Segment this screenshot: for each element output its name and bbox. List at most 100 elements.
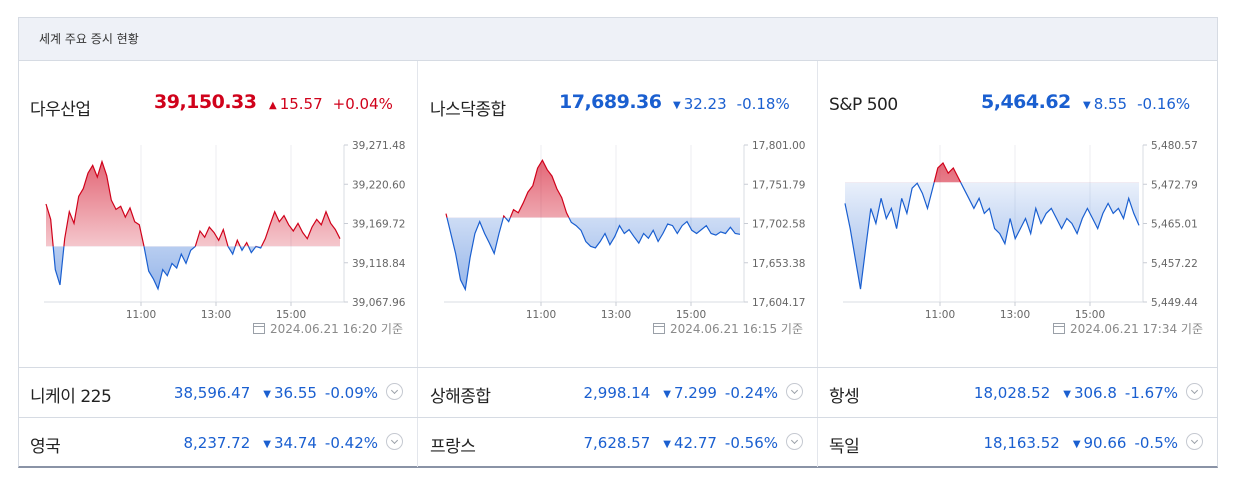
index-quote: 18,163.52 ▼ 90.66 -0.5%: [983, 433, 1203, 452]
market-cell-uk[interactable]: 영국 8,237.72 ▼ 34.74 -0.42%: [19, 418, 418, 467]
area-up: [446, 160, 569, 218]
index-name[interactable]: 니케이 225: [30, 387, 112, 407]
y-tick-label: 5,472.79: [1151, 179, 1198, 191]
x-tick-label: 13:00: [601, 309, 631, 321]
chevron-down-icon[interactable]: [1186, 383, 1203, 400]
index-name[interactable]: S&P 500: [829, 95, 898, 115]
world-markets-widget: 세계 주요 증시 현황 다우산업 39,150.33 ▲ 15.57 +0.04% …: [18, 17, 1218, 468]
market-cell-nikkei[interactable]: 니케이 225 38,596.47 ▼ 36.55 -0.09%: [19, 368, 418, 417]
index-quote: 7,628.57 ▼ 42.77 -0.56%: [583, 433, 803, 452]
market-panel-nasdaq[interactable]: 나스닥종합 17,689.36 ▼ 32.23 -0.18% 17,801.00 17…: [419, 61, 818, 367]
down-arrow-icon: ▼: [663, 389, 671, 400]
y-tick-label: 5,465.01: [1151, 219, 1198, 231]
y-tick-label: 17,702.58: [752, 219, 805, 231]
timestamp-text: 2024.06.21 17:34 기준: [1070, 322, 1203, 336]
series-line-up: [45, 159, 341, 247]
x-tick-label: 15:00: [1075, 309, 1105, 321]
change-percent: -1.67%: [1124, 384, 1178, 402]
series-line-down: [446, 217, 741, 292]
intraday-chart-nasdaq: 17,801.00 17,751.79 17,702.58 17,653.38 17,6…: [444, 140, 805, 321]
market-row: 영국 8,237.72 ▼ 34.74 -0.42% 프랑스 7,628.57 ▼ 42.…: [19, 417, 1217, 467]
calendar-icon: [653, 323, 665, 334]
index-value: 38,596.47: [173, 384, 251, 402]
change-percent: +0.04%: [332, 95, 393, 113]
calendar-icon: [253, 323, 265, 334]
index-quote: 38,596.47 ▼ 36.55 -0.09%: [174, 383, 403, 402]
x-tick-label: 15:00: [276, 309, 306, 321]
index-quote: 18,028.52 ▼ 306.8 -1.67%: [974, 383, 1203, 402]
y-tick-label: 39,067.96: [352, 297, 406, 309]
change-percent: -0.42%: [324, 434, 378, 452]
series-line-down: [52, 246, 263, 291]
index-value: 18,163.52: [983, 434, 1060, 452]
index-value: 39,150.33: [154, 91, 257, 113]
index-name[interactable]: 다우산업: [30, 100, 91, 120]
down-arrow-icon: ▼: [263, 389, 271, 400]
series-line-down: [844, 182, 1140, 290]
index-name[interactable]: 프랑스: [430, 437, 476, 457]
timestamp-text: 2024.06.21 16:15 기준: [670, 322, 803, 336]
chevron-down-icon[interactable]: [386, 383, 403, 400]
change-amount: 90.66: [1083, 434, 1127, 452]
x-tick-label: 11:00: [925, 309, 955, 321]
chevron-down-icon[interactable]: [786, 433, 803, 450]
index-name[interactable]: 항셍: [829, 387, 860, 407]
area-up: [46, 161, 340, 247]
index-name[interactable]: 나스닥종합: [430, 100, 506, 120]
change-amount: 42.77: [673, 434, 717, 452]
index-quote: 8,237.72 ▼ 34.74 -0.42%: [183, 433, 403, 452]
index-quote: 2,998.14 ▼ 7.299 -0.24%: [583, 383, 803, 402]
chevron-down-icon[interactable]: [386, 433, 403, 450]
index-value: 17,689.36: [559, 91, 662, 113]
market-cell-germany[interactable]: 독일 18,163.52 ▼ 90.66 -0.5%: [818, 418, 1217, 467]
change-amount: 7.299: [673, 384, 717, 402]
y-tick-label: 39,271.48: [352, 140, 405, 152]
down-arrow-icon: ▼: [673, 100, 681, 111]
intraday-chart-sp500: 5,480.57 5,472.79 5,465.01 5,457.22 5,449.44…: [843, 140, 1198, 321]
series-line-up: [917, 162, 962, 183]
calendar-icon: [1053, 323, 1065, 334]
y-tick-label: 17,653.38: [752, 258, 805, 270]
area-down: [446, 217, 740, 290]
index-name[interactable]: 영국: [30, 437, 61, 457]
market-cell-shanghai[interactable]: 상해종합 2,998.14 ▼ 7.299 -0.24%: [419, 368, 818, 417]
change-percent: -0.5%: [1134, 434, 1178, 452]
widget-header: 세계 주요 증시 현황: [19, 18, 1217, 61]
chevron-down-icon[interactable]: [786, 383, 803, 400]
x-tick-label: 13:00: [201, 309, 231, 321]
change-percent: -0.24%: [724, 384, 778, 402]
index-change: ▲ 15.57 +0.04%: [269, 95, 393, 113]
y-tick-label: 17,751.79: [752, 179, 805, 191]
up-arrow-icon: ▲: [269, 100, 277, 111]
change-percent: -0.56%: [724, 434, 778, 452]
index-name[interactable]: 독일: [829, 437, 860, 457]
x-tick-label: 11:00: [526, 309, 556, 321]
y-tick-label: 17,801.00: [752, 140, 805, 152]
down-arrow-icon: ▼: [1072, 439, 1081, 450]
y-tick-label: 39,220.60: [352, 179, 405, 191]
area-down: [845, 182, 1139, 290]
timestamp: 2024.06.21 16:15 기준: [653, 320, 803, 337]
widget-title: 세계 주요 증시 현황: [39, 32, 139, 46]
index-value: 7,628.57: [583, 434, 651, 452]
y-tick-label: 5,449.44: [1151, 297, 1198, 309]
chevron-down-icon[interactable]: [1186, 433, 1203, 450]
y-tick-label: 5,480.57: [1151, 140, 1198, 152]
timestamp: 2024.06.21 16:20 기준: [253, 320, 403, 337]
y-tick-label: 39,169.72: [352, 219, 405, 231]
index-value: 5,464.62: [981, 91, 1071, 113]
market-cell-france[interactable]: 프랑스 7,628.57 ▼ 42.77 -0.56%: [419, 418, 818, 467]
market-row: 니케이 225 38,596.47 ▼ 36.55 -0.09% 상해종합 2,998…: [19, 367, 1217, 417]
market-panel-dow[interactable]: 다우산업 39,150.33 ▲ 15.57 +0.04% 39,271.48 39,…: [19, 61, 418, 367]
market-cell-hangseng[interactable]: 항셍 18,028.52 ▼ 306.8 -1.67%: [818, 368, 1217, 417]
x-tick-label: 15:00: [676, 309, 706, 321]
y-tick-label: 39,118.84: [352, 258, 406, 270]
index-value: 2,998.14: [583, 384, 651, 402]
change-amount: 36.55: [273, 384, 317, 402]
change-amount: 15.57: [279, 95, 323, 113]
index-name[interactable]: 상해종합: [430, 387, 491, 407]
index-value: 18,028.52: [973, 384, 1051, 402]
timestamp-text: 2024.06.21 16:20 기준: [270, 322, 403, 336]
area-up: [845, 163, 1139, 183]
market-panel-sp500[interactable]: S&P 500 5,464.62 ▼ 8.55 -0.16% 5,480.57 5,4…: [818, 61, 1217, 367]
